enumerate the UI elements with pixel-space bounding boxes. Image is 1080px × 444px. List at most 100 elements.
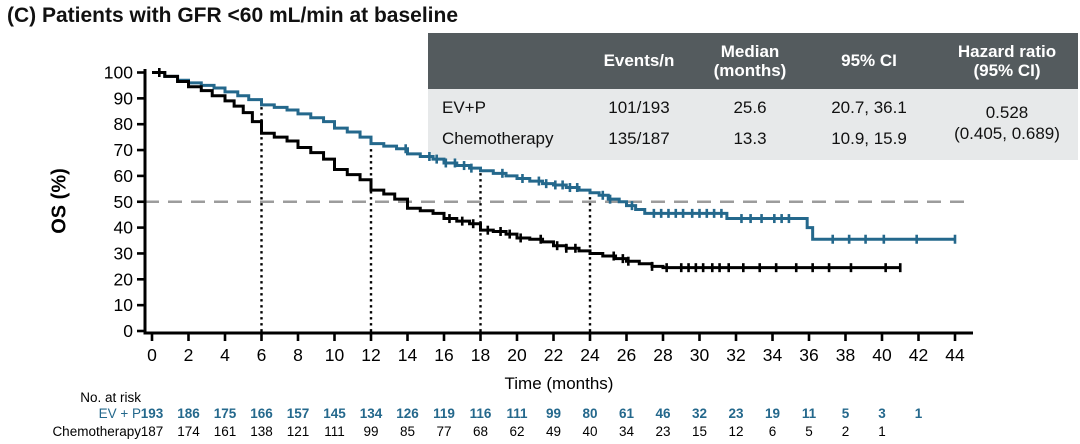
page-title: (C) Patients with GFR <60 mL/min at base…	[7, 4, 459, 27]
at-risk-value-chemo: 1	[878, 424, 886, 439]
stats-row-chemo-events: 135/187	[608, 128, 670, 148]
x-tick-label: 22	[544, 345, 563, 365]
stats-hazard-ratio: 0.528 (0.405, 0.689)	[936, 92, 1078, 154]
x-tick-label: 44	[945, 345, 965, 365]
at-risk-value-chemo: 2	[842, 424, 850, 439]
at-risk-value-chemo: 161	[214, 424, 237, 439]
at-risk-value-chemo: 6	[769, 424, 777, 439]
y-tick-label: 50	[114, 192, 134, 212]
y-tick-label: 60	[114, 166, 134, 186]
x-tick-label: 42	[909, 345, 928, 365]
x-tick-label: 6	[257, 345, 267, 365]
x-tick-label: 14	[398, 345, 418, 365]
y-tick-label: 0	[123, 321, 133, 341]
at-risk-value-chemo: 40	[582, 424, 597, 439]
at-risk-value-chemo: 111	[324, 424, 345, 439]
hazard-ratio-ci: (0.405, 0.689)	[954, 124, 1060, 143]
x-tick-label: 4	[220, 345, 230, 365]
at-risk-value-evp: 32	[692, 406, 707, 421]
stats-header-hazard-ratio: Hazard ratio (95% CI)	[957, 41, 1057, 80]
y-tick-label: 40	[114, 218, 134, 238]
x-tick-label: 26	[617, 345, 636, 365]
at-risk-value-evp: 99	[546, 406, 561, 421]
at-risk-value-evp: 175	[214, 406, 237, 421]
km-curve-evp	[152, 71, 955, 241]
at-risk-value-evp: 5	[842, 406, 850, 421]
at-risk-value-chemo: 85	[400, 424, 415, 439]
at-risk-value-evp: 111	[506, 406, 528, 421]
x-tick-label: 36	[799, 345, 818, 365]
x-tick-label: 28	[653, 345, 672, 365]
stats-row-evp-label: EV+P	[442, 97, 486, 117]
at-risk-value-chemo: 23	[655, 424, 670, 439]
at-risk-value-chemo: 49	[546, 424, 561, 439]
at-risk-value-evp: 3	[878, 406, 886, 421]
x-tick-label: 10	[325, 345, 345, 365]
x-tick-label: 0	[147, 345, 157, 365]
at-risk-value-evp: 61	[619, 406, 635, 421]
x-tick-label: 18	[471, 345, 490, 365]
stats-header-events: Events/n	[603, 51, 675, 71]
at-risk-value-chemo: 99	[363, 424, 378, 439]
km-curve-chemo	[152, 71, 901, 270]
x-tick-label: 2	[184, 345, 194, 365]
x-tick-label: 40	[872, 345, 892, 365]
x-tick-label: 24	[580, 345, 600, 365]
x-tick-label: 38	[836, 345, 855, 365]
at-risk-value-evp: 119	[433, 406, 455, 421]
at-risk-heading: No. at risk	[80, 390, 141, 405]
at-risk-value-chemo: 5	[805, 424, 813, 439]
at-risk-value-chemo: 121	[287, 424, 310, 439]
at-risk-value-evp: 157	[287, 406, 310, 421]
at-risk-value-evp: 1	[915, 406, 923, 421]
stats-table: Events/n Median (months) 95% CI Hazard r…	[428, 33, 1078, 160]
at-risk-value-chemo: 174	[177, 424, 200, 439]
y-tick-label: 20	[114, 269, 134, 289]
x-axis-title: Time (months)	[504, 374, 614, 393]
stats-table-body: EV+P 101/193 25.6 20.7, 36.1 0.528 (0.40…	[428, 89, 1078, 160]
at-risk-label-chemo: Chemotherapy	[52, 424, 141, 439]
x-tick-label: 20	[507, 345, 527, 365]
at-risk-value-chemo: 187	[141, 424, 164, 439]
stats-row-evp-events: 101/193	[608, 97, 670, 117]
stats-row-evp-ci: 20.7, 36.1	[831, 97, 907, 117]
x-tick-label: 8	[293, 345, 303, 365]
at-risk-value-evp: 23	[728, 406, 744, 421]
at-risk-value-chemo: 138	[250, 424, 273, 439]
at-risk-value-chemo: 62	[509, 424, 524, 439]
at-risk-value-evp: 145	[323, 406, 346, 421]
x-tick-label: 32	[726, 345, 745, 365]
at-risk-value-evp: 46	[655, 406, 671, 421]
stats-row-chemo-label: Chemotherapy	[442, 128, 554, 148]
at-risk-label-evp: EV + P	[98, 406, 141, 421]
at-risk-value-chemo: 68	[473, 424, 488, 439]
y-tick-label: 100	[104, 63, 133, 83]
y-tick-label: 30	[114, 243, 134, 263]
y-tick-label: 70	[114, 140, 134, 160]
at-risk-value-chemo: 34	[619, 424, 635, 439]
at-risk-value-evp: 80	[582, 406, 597, 421]
y-tick-label: 10	[114, 295, 134, 315]
at-risk-value-chemo: 12	[728, 424, 743, 439]
stats-header-ci: 95% CI	[841, 51, 897, 71]
stats-row-chemo-ci: 10.9, 15.9	[831, 128, 907, 148]
at-risk-value-evp: 19	[765, 406, 780, 421]
at-risk-value-chemo: 77	[436, 424, 451, 439]
at-risk-value-evp: 193	[141, 406, 164, 421]
x-tick-label: 12	[361, 345, 380, 365]
x-tick-label: 30	[690, 345, 710, 365]
y-tick-label: 90	[114, 88, 134, 108]
at-risk-value-evp: 116	[470, 406, 492, 421]
y-tick-label: 80	[114, 114, 134, 134]
stats-row-evp-median: 25.6	[733, 97, 767, 117]
at-risk-value-chemo: 15	[692, 424, 707, 439]
at-risk-value-evp: 126	[396, 406, 419, 421]
stats-row-chemo-median: 13.3	[733, 128, 767, 148]
at-risk-value-evp: 11	[802, 406, 817, 421]
x-tick-label: 16	[434, 345, 453, 365]
stats-table-header: Events/n Median (months) 95% CI Hazard r…	[428, 33, 1078, 89]
at-risk-value-evp: 134	[360, 406, 383, 421]
at-risk-value-evp: 186	[177, 406, 200, 421]
